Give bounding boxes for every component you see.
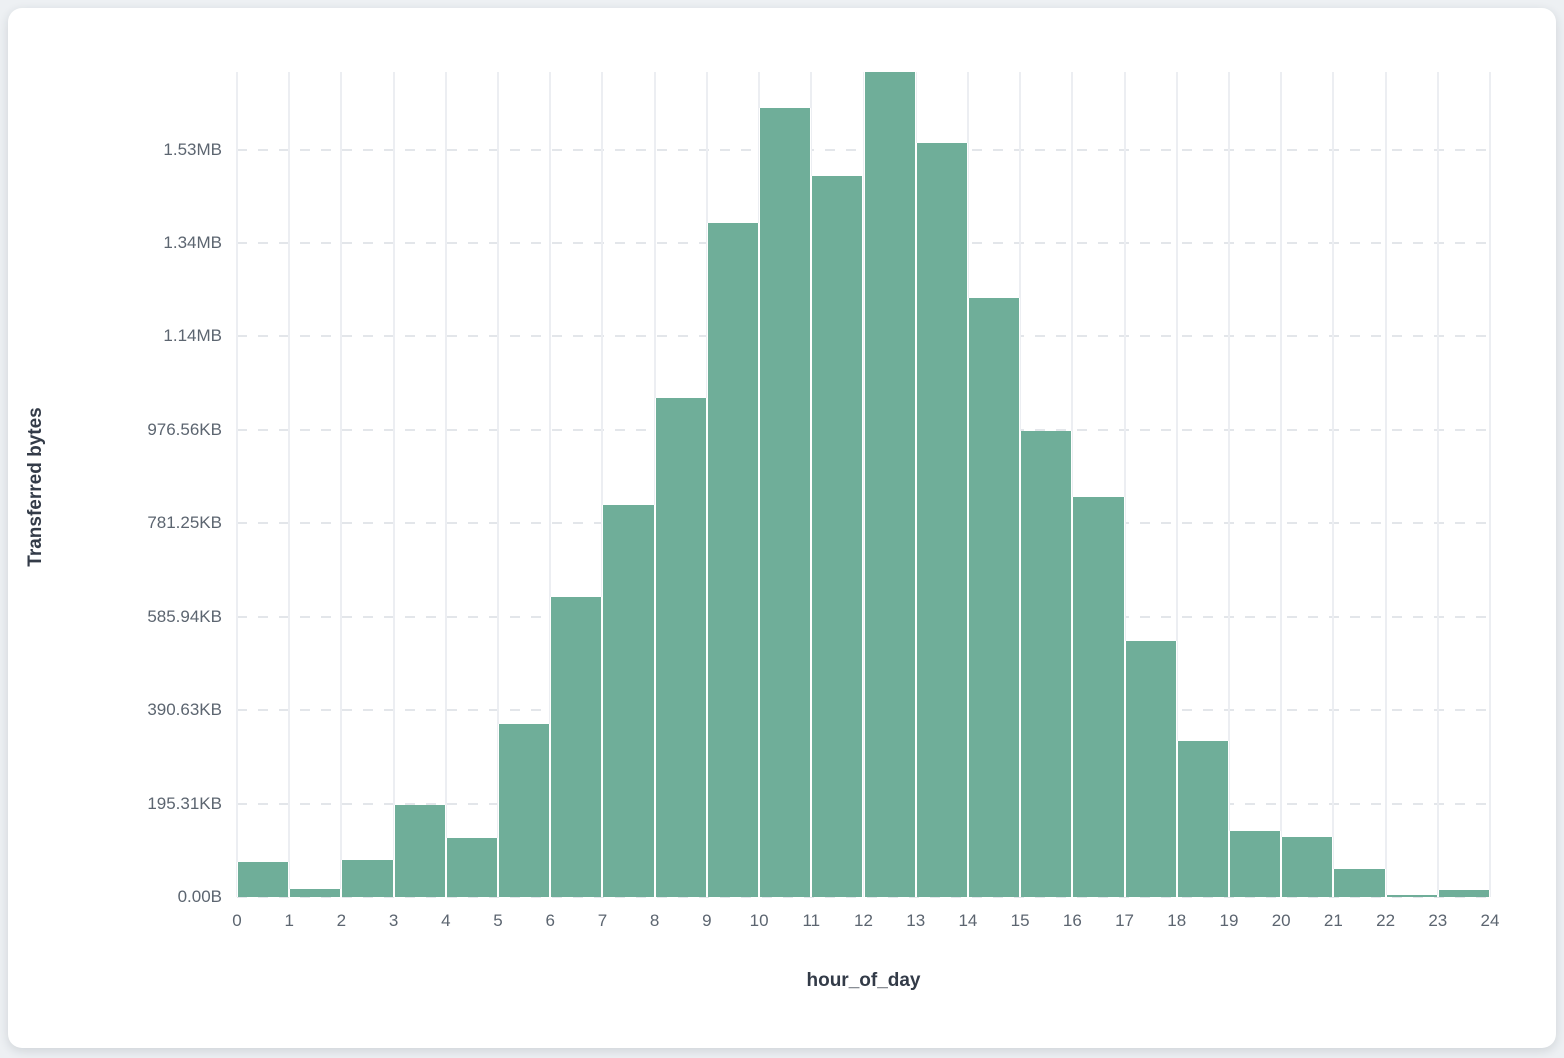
x-tick-label: 11 [802, 911, 821, 930]
histogram-plot-area [236, 72, 1491, 898]
y-tick-label: 976.56KB [147, 419, 222, 439]
x-tick-label: 1 [284, 911, 294, 930]
histogram-bar-hour-8[interactable] [654, 397, 707, 897]
x-tick-label: 23 [1428, 911, 1448, 930]
y-tick-label: 1.34MB [163, 232, 222, 252]
vertical-gridline [1489, 72, 1491, 897]
y-tick-label: 195.31KB [147, 793, 222, 813]
vertical-gridline [1280, 72, 1283, 897]
histogram-bar-hour-2[interactable] [341, 859, 394, 897]
vertical-gridline [392, 72, 395, 897]
x-tick-label: 22 [1376, 911, 1396, 930]
x-tick-label: 17 [1115, 911, 1134, 930]
histogram-bar-hour-0[interactable] [237, 861, 290, 897]
vertical-gridline [1436, 72, 1439, 897]
histogram-bar-hour-12[interactable] [863, 72, 916, 897]
x-tick-label: 12 [854, 911, 873, 930]
histogram-bar-hour-15[interactable] [1020, 431, 1073, 897]
x-tick-label: 24 [1480, 911, 1500, 930]
vertical-gridline [1332, 72, 1335, 897]
x-tick-label: 5 [493, 911, 503, 930]
histogram-bar-hour-3[interactable] [393, 804, 446, 897]
histogram-bar-hour-23[interactable] [1437, 890, 1490, 897]
y-tick-label: 0.00B [177, 887, 222, 906]
vertical-gridline [1227, 72, 1230, 897]
x-tick-label: 6 [545, 911, 555, 930]
histogram-bar-hour-7[interactable] [602, 505, 655, 897]
histogram-bar-hour-22[interactable] [1385, 894, 1438, 897]
vertical-gridline [1384, 72, 1387, 897]
y-tick-label: 585.94KB [147, 606, 222, 626]
x-tick-label: 2 [336, 911, 347, 930]
vertical-gridline [1123, 72, 1126, 897]
vertical-gridline [1175, 72, 1178, 897]
histogram-bar-hour-6[interactable] [550, 597, 603, 897]
x-tick-label: 19 [1219, 911, 1239, 930]
histogram-bar-hour-14[interactable] [967, 298, 1021, 897]
x-tick-label: 20 [1271, 911, 1291, 930]
x-tick-label: 4 [441, 911, 451, 930]
x-tick-label: 10 [749, 911, 769, 930]
histogram-bar-hour-17[interactable] [1124, 641, 1177, 897]
x-tick-label: 9 [702, 911, 712, 930]
vertical-gridline [444, 72, 447, 897]
histogram-bar-hour-16[interactable] [1072, 496, 1125, 897]
x-tick-label: 13 [906, 911, 926, 930]
histogram-bar-hour-10[interactable] [759, 107, 812, 897]
histogram-bar-hour-1[interactable] [289, 889, 342, 897]
vertical-gridline [497, 72, 500, 897]
histogram-bar-hour-9[interactable] [706, 222, 760, 897]
y-tick-label: 390.63KB [147, 700, 222, 720]
vertical-gridline [1071, 72, 1074, 897]
horizontal-gridline [237, 896, 1490, 898]
histogram-bar-hour-20[interactable] [1281, 837, 1334, 897]
x-axis-title: hour_of_day [806, 970, 921, 991]
x-tick-label: 15 [1010, 911, 1030, 930]
x-tick-label: 18 [1167, 911, 1187, 930]
vertical-gridline [549, 72, 552, 897]
vertical-gridline [236, 72, 238, 897]
x-tick-label: 21 [1323, 911, 1343, 930]
x-tick-label: 3 [388, 911, 399, 930]
histogram-bar-hour-19[interactable] [1228, 830, 1282, 897]
x-tick-label: 14 [958, 911, 978, 930]
histogram-bar-hour-5[interactable] [498, 724, 551, 897]
chart-card: Transferred bytes 0.00B 195.31KB 390.63KB 5… [8, 8, 1556, 1048]
vertical-gridline [601, 72, 604, 897]
vertical-gridline [288, 72, 291, 897]
y-tick-label: 1.14MB [163, 326, 222, 346]
x-tick-label: 16 [1062, 911, 1082, 930]
x-tick-label: 8 [649, 911, 660, 930]
histogram-bar-hour-11[interactable] [811, 175, 864, 897]
y-tick-label: 781.25KB [147, 513, 222, 533]
histogram-bar-hour-13[interactable] [915, 143, 968, 897]
x-tick-label: 7 [597, 911, 608, 930]
histogram-bar-hour-4[interactable] [445, 837, 499, 897]
y-tick-label: 1.53MB [163, 139, 222, 159]
histogram-bar-hour-21[interactable] [1333, 868, 1386, 897]
histogram-bar-hour-18[interactable] [1176, 740, 1229, 897]
vertical-gridline [340, 72, 343, 897]
x-tick-label: 0 [232, 911, 242, 930]
